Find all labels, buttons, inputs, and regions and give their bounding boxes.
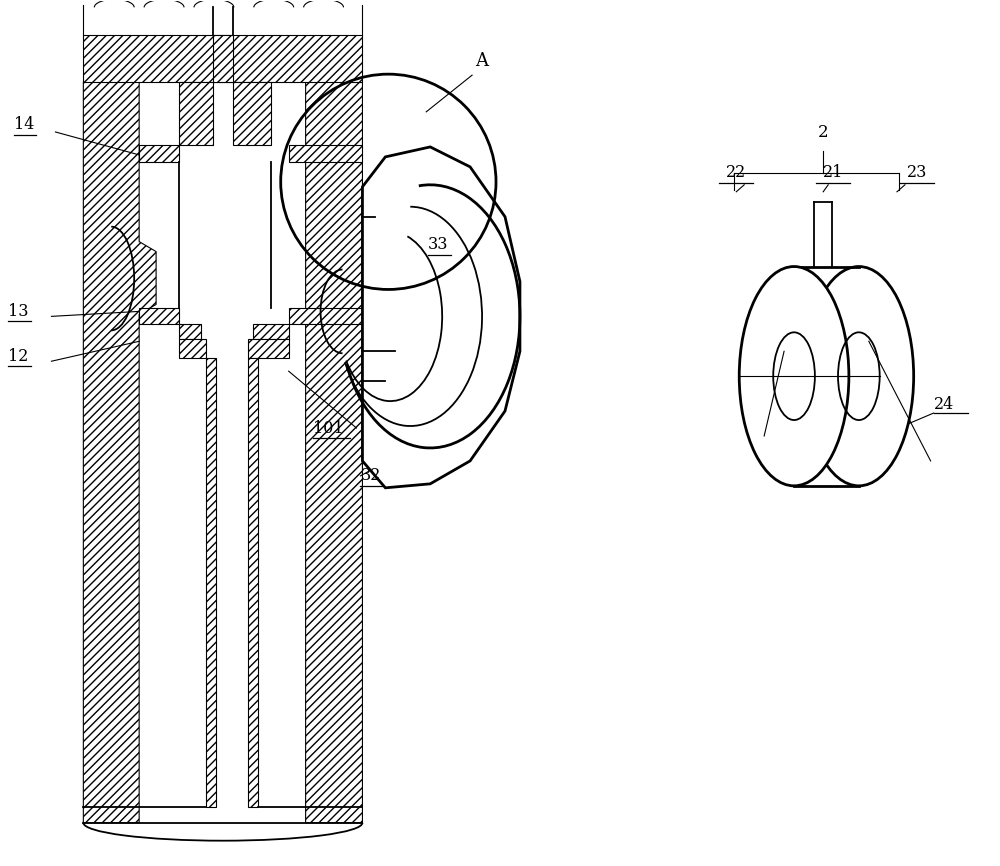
Polygon shape: [139, 145, 179, 162]
Text: 33: 33: [428, 236, 449, 253]
Ellipse shape: [739, 267, 849, 486]
Text: 13: 13: [8, 303, 28, 320]
Polygon shape: [83, 82, 156, 823]
Text: 14: 14: [14, 117, 34, 133]
Polygon shape: [179, 325, 201, 339]
Text: 12: 12: [8, 348, 28, 365]
Polygon shape: [248, 359, 258, 807]
Text: 22: 22: [726, 165, 746, 181]
Polygon shape: [139, 308, 179, 325]
Text: 24: 24: [934, 396, 954, 412]
Polygon shape: [362, 147, 520, 488]
Text: 23: 23: [907, 165, 927, 181]
Polygon shape: [213, 36, 233, 82]
Text: 101: 101: [313, 419, 343, 436]
Polygon shape: [306, 82, 380, 823]
Text: A: A: [475, 52, 488, 70]
Polygon shape: [289, 145, 362, 162]
Polygon shape: [248, 339, 289, 359]
Polygon shape: [289, 308, 362, 325]
Text: 2: 2: [818, 125, 829, 141]
Text: 21: 21: [823, 165, 843, 181]
Text: 32: 32: [360, 468, 381, 484]
Polygon shape: [253, 325, 289, 339]
Polygon shape: [206, 359, 216, 807]
Polygon shape: [179, 339, 206, 359]
Polygon shape: [83, 36, 362, 82]
Polygon shape: [233, 82, 271, 145]
Ellipse shape: [804, 267, 914, 486]
Polygon shape: [179, 82, 213, 145]
